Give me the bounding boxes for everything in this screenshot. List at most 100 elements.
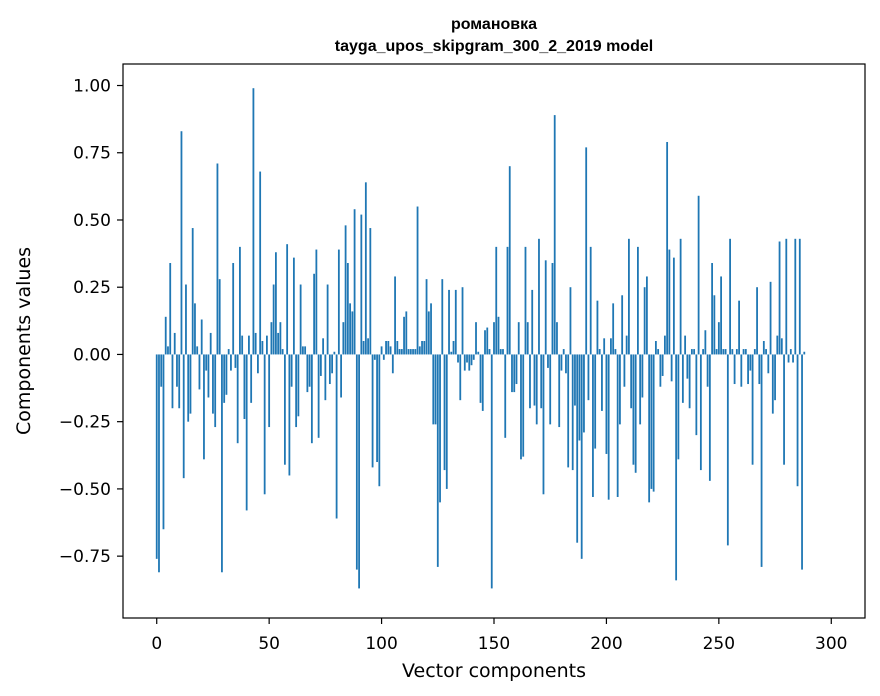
bar	[218, 279, 221, 355]
bar	[169, 263, 172, 355]
bar	[785, 238, 788, 355]
bar	[724, 349, 727, 355]
bar	[495, 246, 498, 355]
bar	[661, 354, 664, 376]
bar	[713, 295, 716, 355]
bar	[654, 341, 657, 355]
bar	[666, 141, 669, 355]
bar	[376, 354, 378, 463]
chart-subtitle: tayga_upos_skipgram_300_2_2019 model	[335, 38, 653, 55]
bar	[616, 354, 619, 497]
bar	[544, 260, 547, 355]
bar	[778, 241, 781, 355]
bar	[295, 354, 298, 428]
bar	[382, 354, 385, 360]
bar	[663, 335, 666, 355]
bar	[634, 354, 637, 473]
bar	[439, 354, 441, 503]
bar	[380, 346, 383, 355]
bar	[317, 354, 320, 438]
bar	[196, 346, 199, 355]
bar	[578, 354, 581, 441]
bar	[515, 354, 518, 385]
bar	[283, 354, 286, 465]
bar	[389, 346, 392, 355]
bar	[803, 351, 806, 355]
bar	[677, 354, 680, 460]
bar	[542, 354, 545, 495]
bar	[427, 311, 430, 355]
bar	[477, 351, 480, 355]
bar	[234, 354, 237, 368]
bar	[796, 354, 799, 487]
bar	[769, 281, 772, 355]
bar	[450, 351, 453, 355]
bar	[358, 354, 360, 589]
bar	[520, 354, 522, 460]
bar	[448, 289, 450, 355]
bar	[200, 319, 203, 355]
x-tick-label: 200	[590, 634, 622, 654]
bar	[526, 322, 529, 355]
y-tick-label: −0.25	[59, 413, 111, 433]
bar	[353, 209, 356, 355]
bar	[560, 354, 563, 371]
bar	[652, 354, 655, 492]
bar	[457, 354, 459, 363]
bar	[693, 349, 696, 355]
bar	[607, 354, 610, 500]
bar	[670, 354, 673, 382]
bar	[760, 354, 763, 567]
bar	[623, 354, 626, 387]
bar	[610, 338, 612, 355]
bar	[364, 182, 367, 355]
bar	[522, 354, 525, 457]
bar	[704, 330, 707, 355]
y-tick-label: −0.50	[59, 480, 111, 500]
x-tick-label: 100	[365, 634, 397, 654]
bar	[454, 289, 457, 355]
bar	[531, 289, 534, 355]
bar	[434, 354, 437, 425]
bar	[538, 238, 540, 355]
bar	[643, 287, 646, 355]
bar	[230, 354, 232, 371]
bar	[556, 322, 558, 355]
bar	[787, 354, 790, 363]
bar	[396, 341, 399, 355]
bar	[650, 354, 653, 489]
bar	[391, 354, 394, 374]
bar	[162, 354, 165, 530]
bar	[517, 322, 520, 355]
bar	[236, 354, 239, 444]
bar	[405, 311, 408, 355]
bar	[466, 354, 468, 363]
x-tick-label: 250	[703, 634, 735, 654]
bar	[731, 349, 734, 355]
bar	[637, 246, 639, 355]
bar	[601, 354, 603, 411]
bar	[216, 163, 219, 355]
x-tick-label: 50	[258, 634, 280, 654]
bar	[263, 354, 266, 495]
y-tick-label: −0.75	[59, 547, 111, 567]
bar	[407, 349, 410, 355]
bar	[207, 354, 210, 398]
bar	[513, 354, 516, 393]
bar	[551, 263, 554, 355]
bar	[758, 354, 761, 385]
x-axis-label: Vector components	[402, 660, 586, 682]
bar	[639, 354, 642, 425]
bar	[628, 238, 630, 355]
bar	[185, 284, 187, 355]
y-tick-label: 0.75	[73, 144, 111, 164]
bar	[511, 354, 513, 393]
bar	[304, 346, 307, 355]
bar	[301, 346, 304, 355]
bar	[740, 354, 743, 387]
bar	[706, 354, 709, 387]
bar	[801, 354, 803, 570]
bar	[765, 349, 767, 355]
bar	[292, 257, 295, 355]
